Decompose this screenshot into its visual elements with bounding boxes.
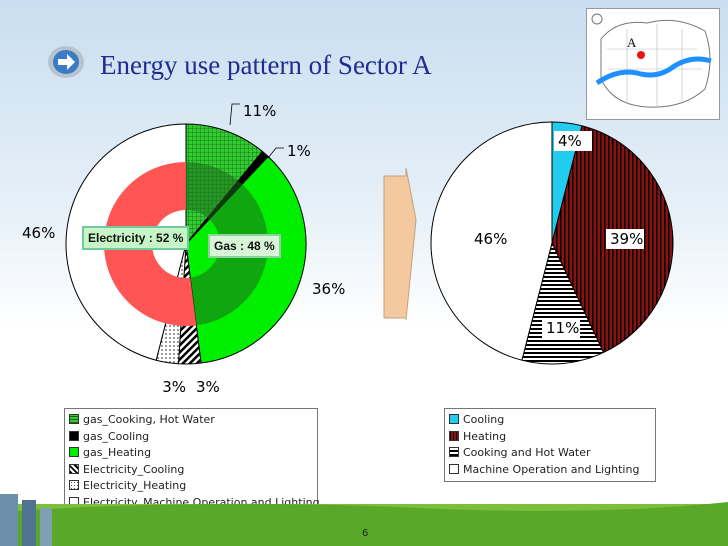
- right-legend-swatch-0: [449, 414, 459, 424]
- arrow-right-icon: [48, 46, 84, 78]
- left-legend-item-0: gas_Cooking, Hot Water: [69, 412, 215, 427]
- right-pie-data-label-1: 39%: [610, 230, 643, 248]
- left-legend-swatch-0: [69, 414, 79, 424]
- left-legend-swatch-4: [69, 480, 79, 490]
- right-legend-label-1: Heating: [463, 429, 507, 443]
- left-pie-labels: 11% 1% 36% 3% 3% 46%: [22, 102, 345, 396]
- left-pie-data-label-1: 1%: [287, 142, 311, 160]
- right-pie-data-label-2: 11%: [546, 319, 579, 337]
- right-pie-data-label-0: 4%: [558, 132, 582, 150]
- gas-share-label: Gas : 48 %: [208, 234, 281, 258]
- right-pie-data-label-3: 46%: [474, 230, 507, 248]
- left-pie-data-label-3: 3%: [162, 378, 186, 396]
- right-pie-labels: 4% 39% 11% 46%: [474, 131, 644, 338]
- left-legend-item-4: Electricity_Heating: [69, 478, 186, 493]
- big-arrow-shape: [383, 167, 417, 321]
- left-pie-leader-1: [267, 147, 284, 159]
- map-inset: A: [586, 8, 720, 120]
- right-pie-data-label-bg-0: [554, 131, 592, 151]
- left-pie-data-label-2: 36%: [312, 280, 345, 298]
- footer-landscape: [0, 494, 728, 546]
- page-number: 6: [362, 528, 369, 539]
- left-legend-swatch-1: [69, 430, 79, 441]
- right-legend-label-0: Cooling: [463, 413, 505, 426]
- left-legend-item-1: gas_Cooling: [69, 429, 149, 444]
- left-pie-chart: [65, 123, 307, 365]
- left-legend-item-2: gas_Heating: [69, 445, 151, 460]
- left-legend-item-3: Electricity_Cooling: [69, 462, 184, 477]
- left-pie-data-label-0: 11%: [243, 102, 276, 120]
- left-legend-label-4: Electricity_Heating: [83, 479, 187, 492]
- right-legend-item-1: Heating: [449, 429, 506, 444]
- left-pie-data-label-4: 3%: [196, 378, 220, 396]
- left-pie-data-label-5: 46%: [22, 224, 55, 242]
- left-legend-label-1: gas_Cooling: [83, 429, 150, 443]
- right-legend: Cooling Heating Cooking and Hot Water Machi…: [444, 408, 656, 482]
- right-legend-item-3: Machine Operation and Lighting: [449, 462, 639, 477]
- left-legend-label-2: gas_Heating: [83, 446, 152, 459]
- right-legend-swatch-3: [449, 463, 459, 474]
- right-legend-swatch-1: [449, 430, 459, 441]
- right-legend-swatch-2: [449, 447, 459, 457]
- right-pie-slice-3: [430, 121, 553, 361]
- right-legend-label-3: Machine Operation and Lighting: [463, 462, 640, 476]
- left-legend-swatch-3: [69, 463, 79, 474]
- left-legend-swatch-2: [69, 447, 79, 457]
- map-label: A: [627, 35, 637, 50]
- left-pie-leader-0: [229, 103, 240, 126]
- left-legend-label-0: gas_Cooking, Hot Water: [83, 413, 215, 426]
- right-legend-item-2: Cooking and Hot Water: [449, 445, 591, 460]
- left-legend-label-3: Electricity_Cooling: [83, 462, 185, 476]
- slide-title: Energy use pattern of Sector A: [100, 50, 432, 80]
- right-pie-data-label-bg-1: [606, 229, 644, 249]
- electricity-share-label: Electricity : 52 %: [82, 226, 190, 250]
- right-legend-label-2: Cooking and Hot Water: [463, 446, 591, 459]
- right-pie-data-label-bg-2: [542, 318, 580, 338]
- right-legend-item-0: Cooling: [449, 412, 504, 427]
- city-map-image: [591, 13, 712, 108]
